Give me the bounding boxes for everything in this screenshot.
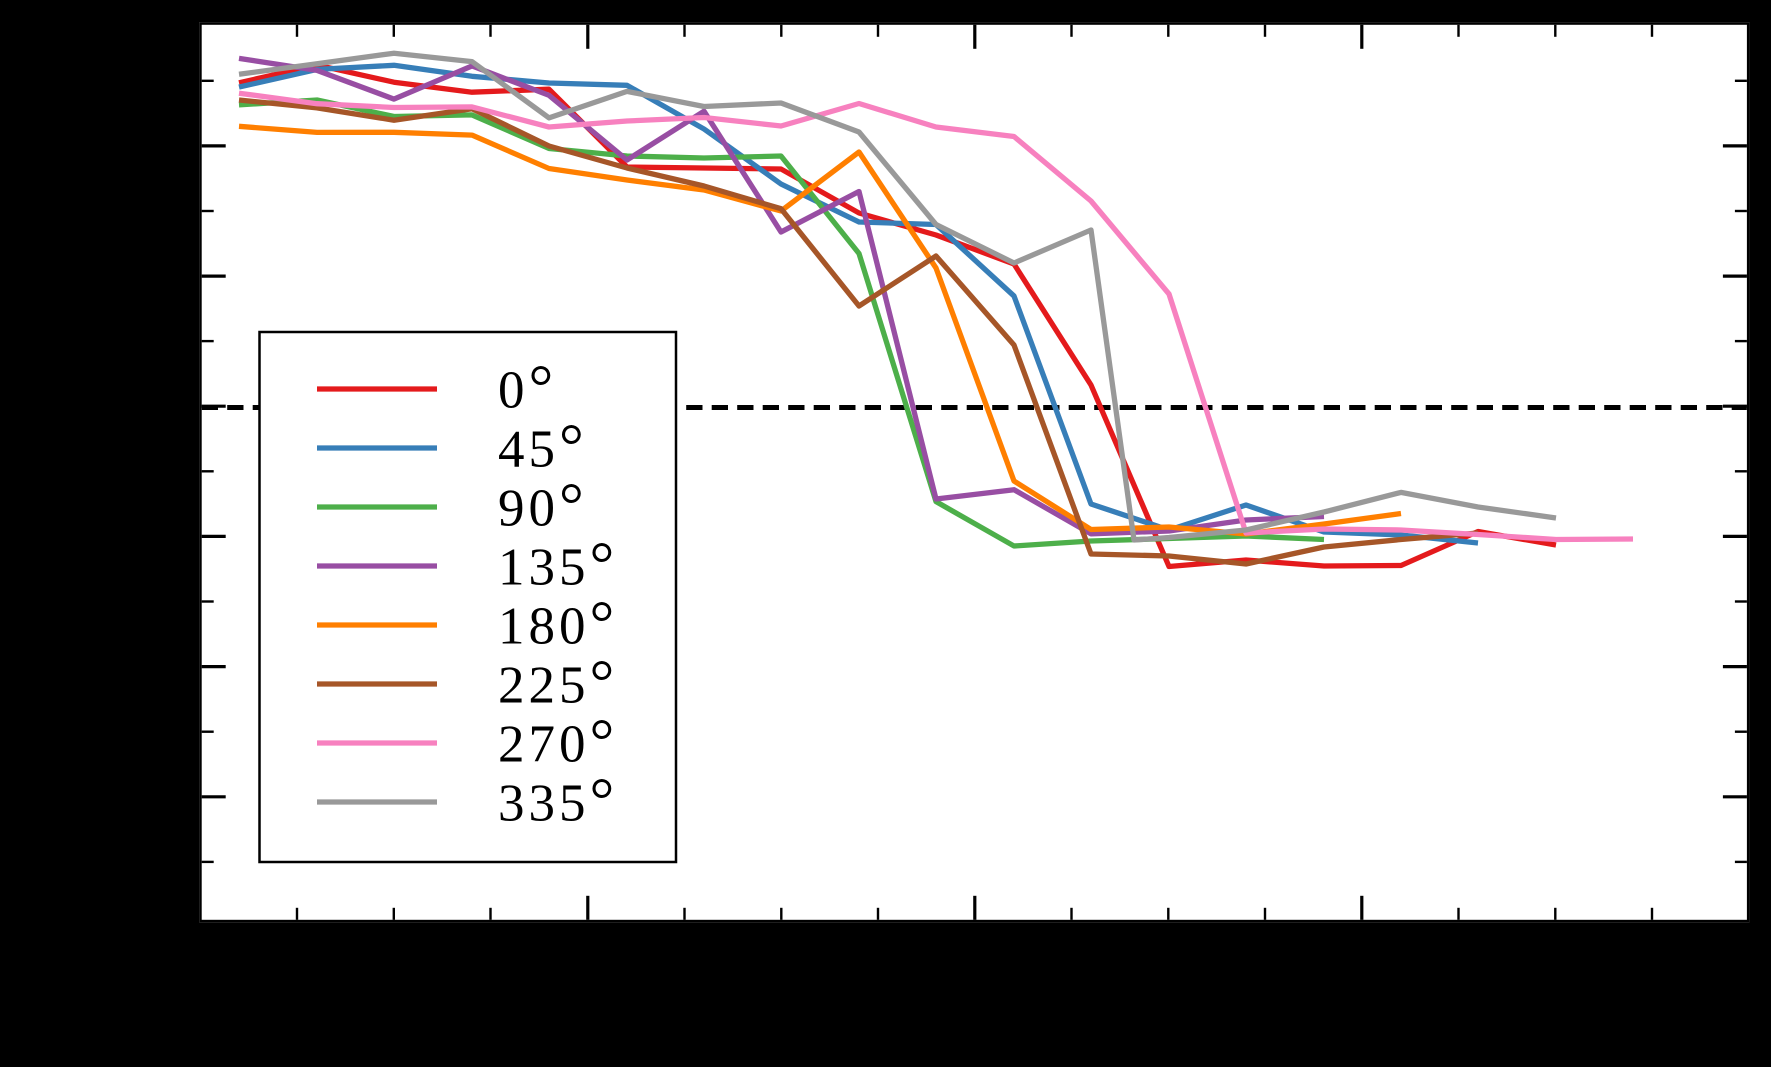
svg-text:335°: 335°	[498, 767, 618, 835]
svg-text:135°: 135°	[498, 531, 618, 599]
svg-text:180°: 180°	[498, 590, 618, 658]
svg-text:225°: 225°	[498, 649, 618, 717]
svg-text:0°: 0°	[498, 354, 557, 422]
svg-text:90°: 90°	[498, 472, 588, 540]
svg-text:45°: 45°	[498, 413, 588, 481]
svg-text:270°: 270°	[498, 708, 618, 776]
